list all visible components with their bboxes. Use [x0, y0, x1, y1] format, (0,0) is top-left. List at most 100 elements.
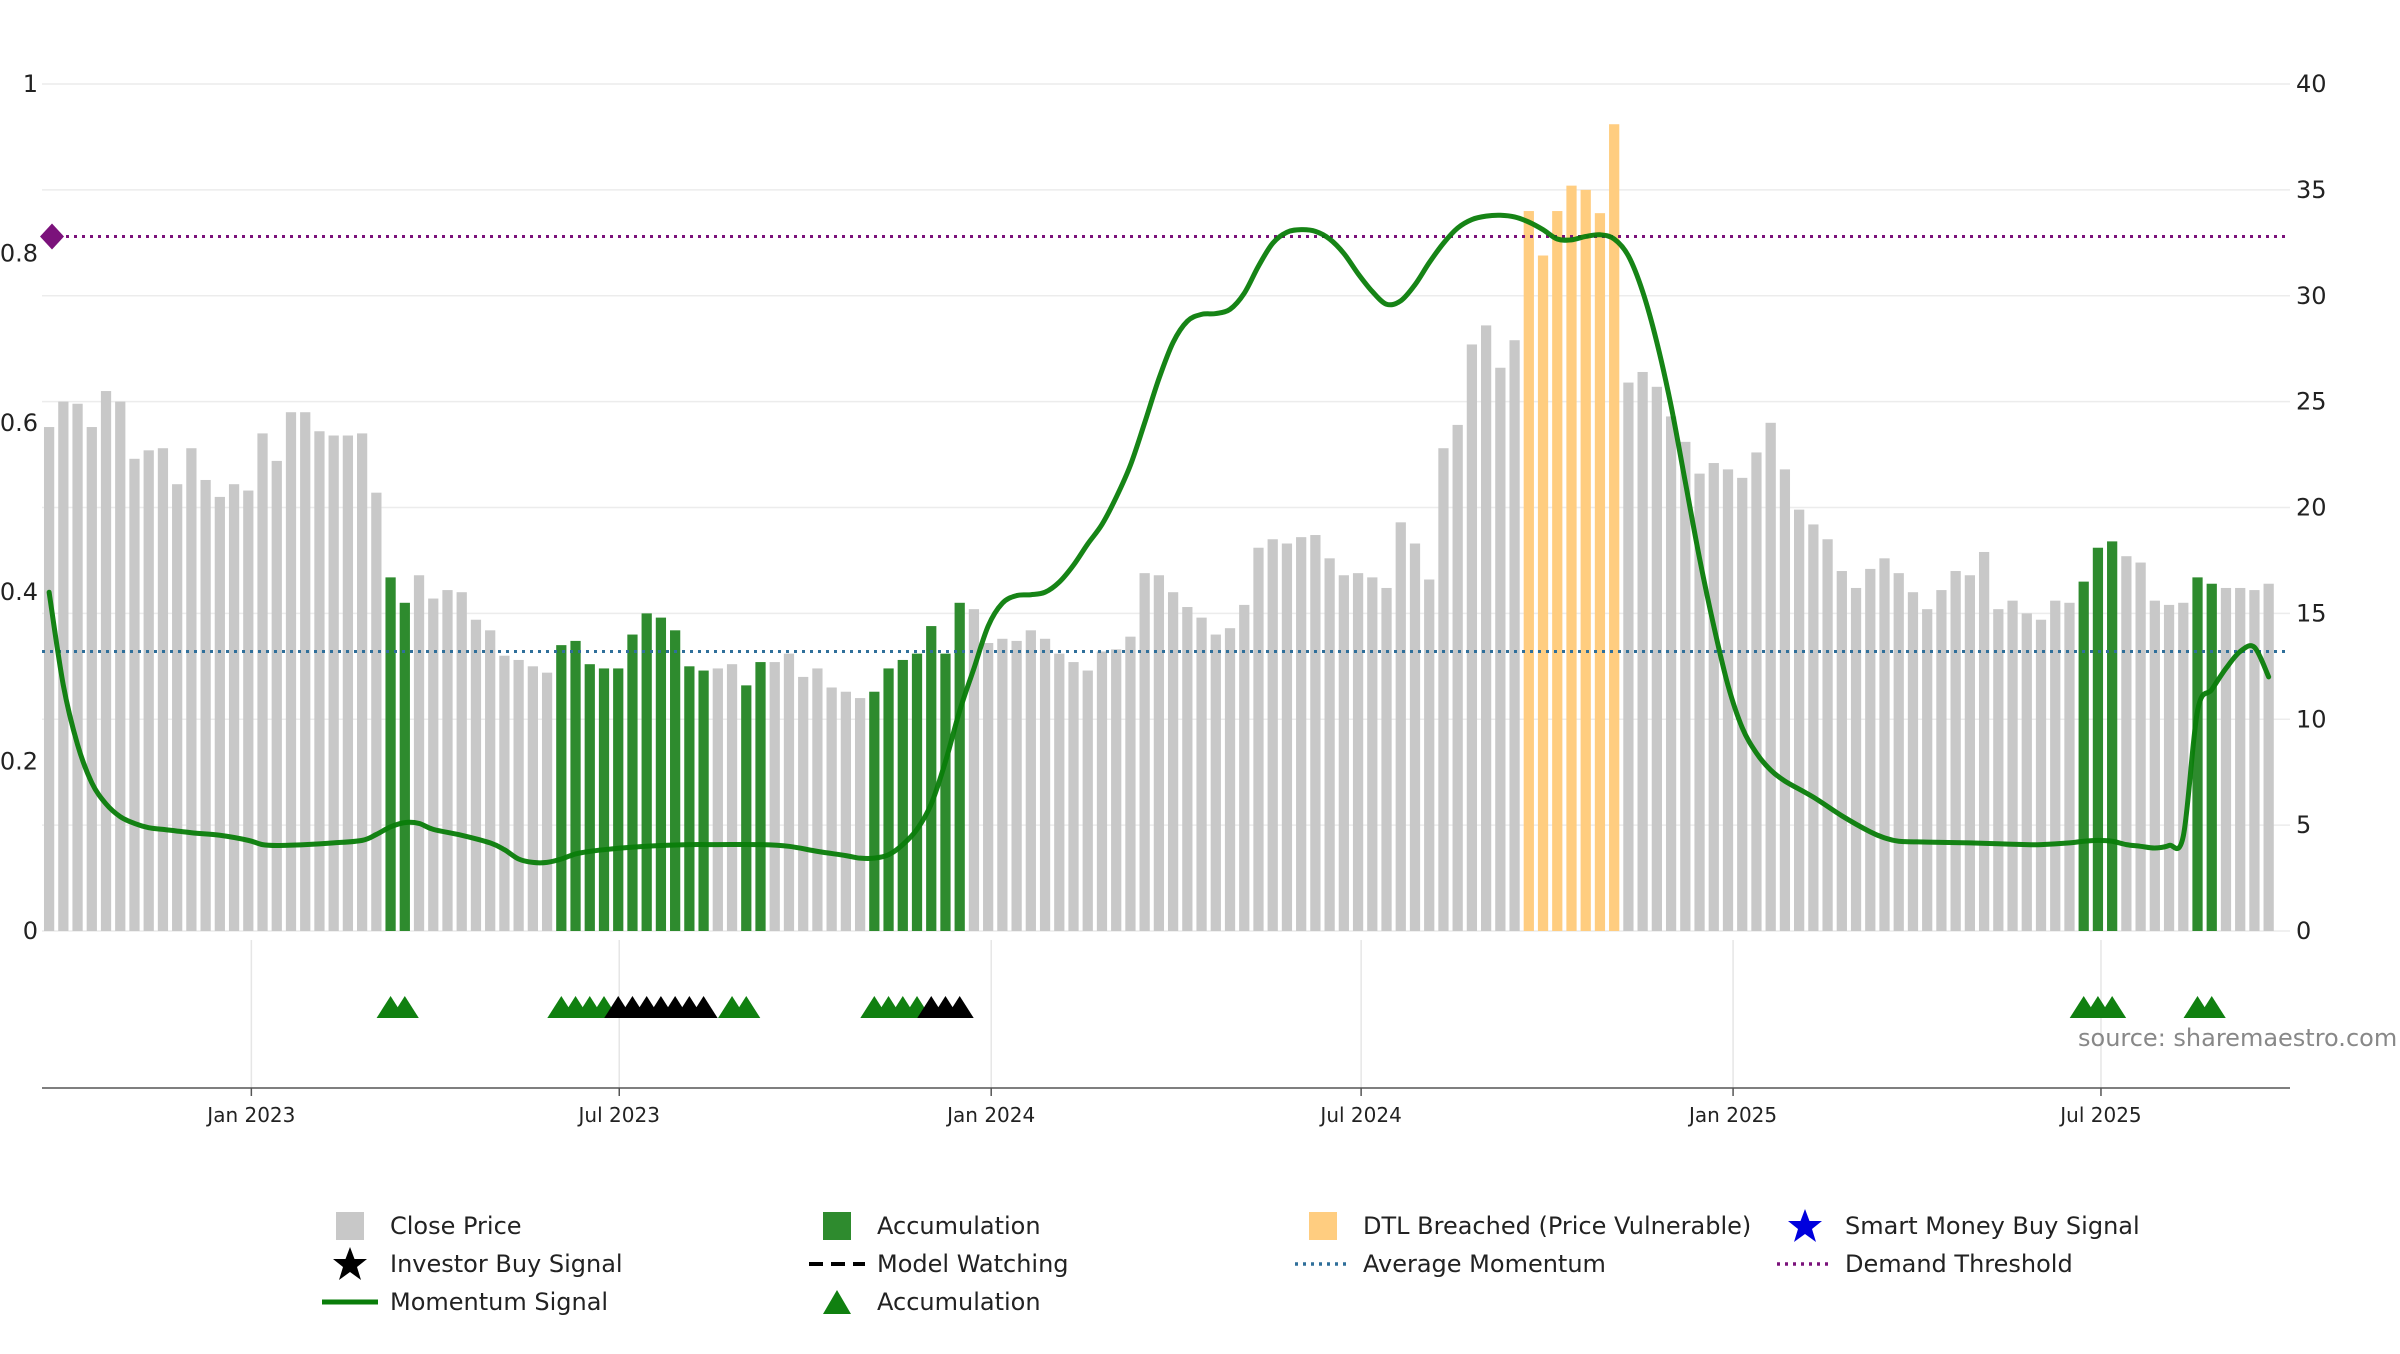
price-bar [1039, 638, 1051, 931]
price-bar [2064, 602, 2075, 931]
price-bar [1836, 571, 1847, 931]
price-bar [257, 433, 268, 931]
price-bar [1950, 571, 1961, 931]
price-bar [157, 448, 169, 931]
price-bar [798, 676, 809, 931]
price-bar [328, 435, 339, 931]
price-bar [1296, 537, 1307, 931]
square-icon [807, 1208, 867, 1244]
y-right-tick-label: 5 [2296, 811, 2311, 839]
price-bar [58, 401, 69, 931]
triangle-icon [807, 1284, 867, 1320]
accumulation-bar [755, 662, 766, 931]
price-bar [1907, 592, 1919, 931]
price-bar [1665, 416, 1677, 931]
price-bar [1267, 539, 1278, 931]
price-bar [1111, 649, 1122, 931]
price-bar [1964, 575, 1975, 931]
accumulation-bar [613, 668, 624, 931]
price-bar [1253, 547, 1264, 931]
price-bar [812, 668, 823, 931]
square-icon [1293, 1208, 1353, 1244]
price-bar [1381, 587, 1392, 931]
price-bar [1509, 340, 1520, 931]
price-bar [342, 435, 354, 931]
legend-label: Accumulation [877, 1212, 1041, 1240]
price-bar [1409, 543, 1421, 931]
price-bar [1196, 617, 1207, 931]
y-right-tick-label: 25 [2296, 388, 2327, 416]
price-bar [143, 450, 154, 931]
price-bar [470, 619, 482, 931]
y-left-tick-label: 0.2 [0, 748, 38, 776]
accumulation-bar [670, 630, 681, 931]
price-bar [243, 490, 254, 931]
price-bar [854, 698, 866, 931]
price-bar [1224, 628, 1236, 931]
accumulation-bar [385, 577, 396, 931]
accumulation-bar [2206, 583, 2217, 931]
price-bar [228, 484, 240, 931]
price-bar [1737, 477, 1748, 931]
accumulation-bar [926, 626, 937, 931]
x-tick-label: Jul 2024 [1318, 1103, 1401, 1127]
accumulation-bar [940, 653, 951, 931]
price-bar [2178, 602, 2189, 931]
price-bar [1096, 651, 1108, 931]
accumulation-bar [883, 668, 894, 931]
price-bar [1082, 670, 1093, 931]
accumulation-marker [2197, 996, 2226, 1018]
legend-label: Close Price [390, 1212, 522, 1240]
y-left-tick-label: 0.8 [0, 239, 38, 267]
legend-label: Momentum Signal [390, 1288, 609, 1316]
y-right-tick-label: 15 [2296, 599, 2327, 627]
legend-label: Demand Threshold [1845, 1250, 2073, 1278]
source-label: source: sharemaestro.com [2078, 1024, 2398, 1052]
price-bar [1879, 558, 1890, 931]
investor-signal-marker [689, 996, 718, 1018]
y-left-tick-label: 0.4 [0, 578, 38, 606]
price-bar [2149, 600, 2160, 931]
price-bar [726, 664, 738, 931]
price-bar [1466, 344, 1478, 931]
price-bar [72, 403, 83, 931]
price-bar [2035, 619, 2047, 931]
accumulation-bar [869, 691, 880, 931]
price-bar [1936, 590, 1947, 931]
price-bar [527, 666, 538, 931]
legend-item-accumulation-triangle: Accumulation [807, 1284, 1041, 1320]
price-bar [541, 672, 553, 931]
price-bar [1239, 604, 1250, 931]
legend-label: DTL Breached (Price Vulnerable) [1363, 1212, 1752, 1240]
price-bar [371, 492, 382, 931]
price-bar [186, 448, 197, 931]
accumulation-bar [399, 602, 410, 931]
legend-item-accumulation-square: Accumulation [807, 1208, 1041, 1244]
x-tick-label: Jul 2023 [577, 1103, 660, 1127]
accumulation-bar [598, 668, 610, 931]
accumulation-bar [641, 613, 652, 931]
price-bar [1068, 662, 1079, 931]
legend-item-average-momentum-dotline: Average Momentum [1293, 1246, 1606, 1282]
accumulation-bar [655, 617, 667, 931]
dash-icon [807, 1246, 867, 1282]
accumulation-bar [584, 664, 595, 931]
price-bar [1751, 452, 1762, 931]
price-bar [1139, 573, 1150, 931]
price-bar [1680, 441, 1691, 931]
star-icon [320, 1246, 380, 1282]
legend-item-investor-signal-star: Investor Buy Signal [320, 1246, 623, 1282]
accumulation-bar [954, 602, 965, 931]
price-bar [513, 659, 524, 931]
price-bar [2021, 613, 2032, 931]
legend-label: Average Momentum [1363, 1250, 1606, 1278]
price-bar [1210, 634, 1221, 931]
y-left-tick-label: 0.6 [0, 409, 38, 437]
price-bar [1865, 568, 1876, 931]
momentum-signal-line [46, 212, 2272, 866]
legend-item-close-price-square: Close Price [320, 1208, 522, 1244]
y-left-tick-label: 1 [23, 70, 38, 98]
price-bar [1978, 551, 1990, 931]
price-bar [314, 431, 325, 931]
